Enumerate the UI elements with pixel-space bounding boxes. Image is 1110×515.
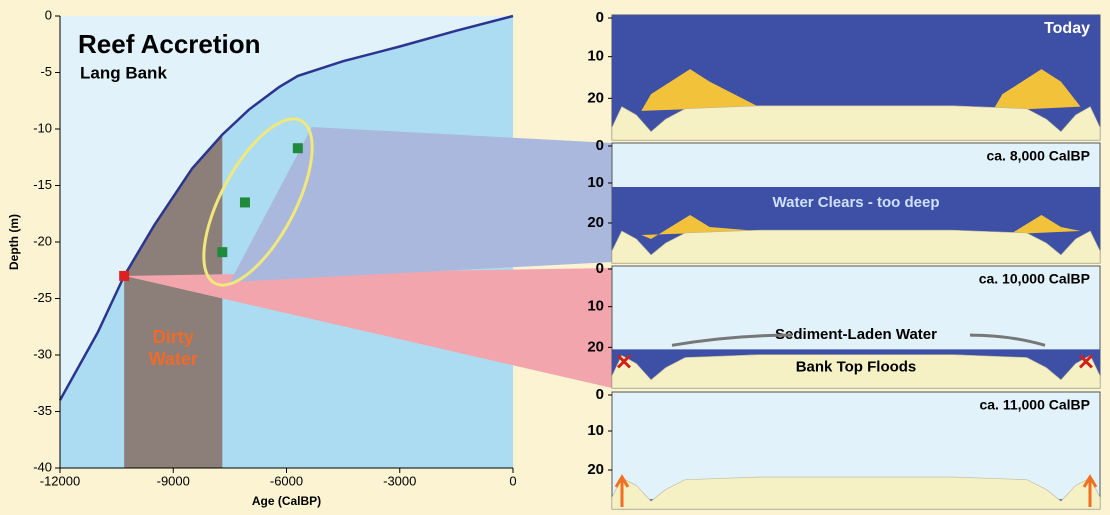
y-tick-label: 10 bbox=[587, 298, 604, 315]
chart-title: Reef Accretion bbox=[78, 29, 261, 59]
annotation: Sediment-Laden Water bbox=[775, 326, 937, 343]
panel-title: ca. 11,000 CalBP bbox=[979, 397, 1090, 413]
x-tick-label: -9000 bbox=[157, 473, 190, 488]
y-tick-label: -10 bbox=[33, 120, 52, 135]
chart-subtitle: Lang Bank bbox=[80, 63, 167, 82]
y-tick-label: 20 bbox=[587, 461, 604, 478]
y-tick-label: -15 bbox=[33, 177, 52, 192]
y-tick-label: 0 bbox=[596, 9, 604, 26]
y-tick-label: -20 bbox=[33, 233, 52, 248]
x-mark: ✕ bbox=[615, 349, 633, 374]
y-tick-label: 0 bbox=[596, 386, 604, 403]
y-tick-label: 20 bbox=[587, 214, 604, 231]
bank bbox=[612, 106, 1100, 140]
x-tick-label: -6000 bbox=[270, 473, 303, 488]
y-tick-label: 20 bbox=[587, 338, 604, 355]
y-tick-label: 10 bbox=[587, 48, 604, 65]
y-tick-label: -30 bbox=[33, 346, 52, 361]
y-tick-label: 0 bbox=[596, 137, 604, 154]
bank bbox=[612, 230, 1100, 263]
data-point bbox=[217, 247, 227, 257]
y-tick-label: -25 bbox=[33, 290, 52, 305]
annotation: Bank Top Floods bbox=[796, 359, 917, 376]
y-tick-label: 10 bbox=[587, 422, 604, 439]
y-tick-label: -40 bbox=[33, 459, 52, 474]
data-point bbox=[119, 271, 129, 281]
panel-title: ca. 8,000 CalBP bbox=[986, 148, 1090, 164]
x-tick-label: -12000 bbox=[40, 473, 80, 488]
data-point bbox=[240, 197, 250, 207]
y-axis-label: Depth (m) bbox=[7, 214, 21, 270]
y-tick-label: -5 bbox=[40, 64, 52, 79]
y-tick-label: -35 bbox=[33, 403, 52, 418]
bank bbox=[612, 477, 1100, 509]
y-tick-label: 0 bbox=[596, 260, 604, 277]
x-tick-label: -3000 bbox=[383, 473, 416, 488]
y-tick-label: 0 bbox=[45, 7, 52, 22]
panel-title: Today bbox=[1044, 20, 1090, 37]
y-tick-label: 20 bbox=[587, 89, 604, 106]
data-point bbox=[293, 143, 303, 153]
x-mark: ✕ bbox=[1077, 349, 1095, 374]
figure: -12000-9000-6000-300000-5-10-15-20-25-30… bbox=[0, 0, 1110, 515]
x-tick-label: 0 bbox=[509, 473, 516, 488]
panel-title: ca. 10,000 CalBP bbox=[979, 271, 1090, 287]
y-tick-label: 10 bbox=[587, 174, 604, 191]
x-axis-label: Age (CalBP) bbox=[252, 494, 321, 508]
annotation: Water Clears - too deep bbox=[773, 194, 940, 211]
